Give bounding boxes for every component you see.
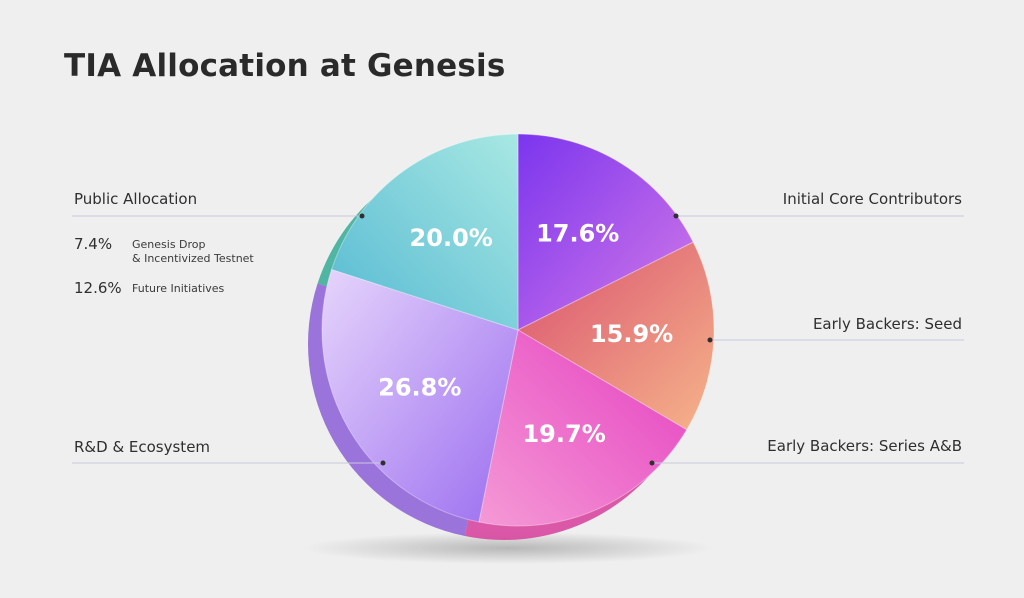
- breakdown-line: Genesis Drop: [132, 238, 206, 251]
- breakdown-value: 7.4%: [74, 235, 113, 253]
- breakdown-line: Future Initiatives: [132, 282, 225, 295]
- legend-early-backers-series-ab: Early Backers: Series A&B: [767, 437, 962, 455]
- slice-label-public-allocation: 20.0%: [410, 224, 493, 252]
- breakdown-value: 12.6%: [74, 279, 122, 297]
- slice-public-allocation: [330, 133, 519, 331]
- breakdown-text: Genesis Drop & Incentivized Testnet: [132, 238, 254, 266]
- leader-line-rd-ecosystem-dot: [380, 460, 386, 466]
- slice-r-d-ecosystem: [321, 268, 519, 523]
- pie-top-layer: [321, 133, 715, 527]
- breakdown-text: Future Initiatives: [132, 282, 224, 296]
- legend-early-backers-seed: Early Backers: Seed: [812, 315, 962, 333]
- legend-rd-ecosystem: R&D & Ecosystem: [74, 438, 211, 456]
- leader-lines: [72, 213, 964, 466]
- chart-title: TIA Allocation at Genesis: [64, 48, 506, 84]
- leader-line-initial-core-contributors-dot: [673, 213, 679, 219]
- leader-line-early-backers-seed-dot: [707, 337, 713, 343]
- slice-early-backers-seed: [516, 241, 715, 431]
- public-breakdown-future-initiatives: 12.6%: [74, 278, 122, 297]
- pie-label-layer: 17.6% 15.9% 19.7% 26.8% 20.0%: [378, 219, 673, 448]
- slice-label-early-backers-seed: 15.9%: [590, 320, 673, 348]
- breakdown-line: & Incentivized Testnet: [132, 252, 254, 265]
- leader-line-public-allocation-dot: [359, 213, 365, 219]
- slice-initial-core-contributors: [517, 133, 694, 331]
- slice-early-backers-series-a-b: [478, 329, 688, 527]
- legend-initial-core-contributors: Initial Core Contributors: [782, 190, 962, 208]
- pie-shadow: [303, 532, 713, 564]
- legend-public-allocation: Public Allocation: [74, 190, 198, 208]
- slice-label-early-backers-series-a-b: 19.7%: [522, 420, 605, 448]
- slice-label-initial-core-contributors: 17.6%: [536, 219, 619, 247]
- public-breakdown-genesis-drop: 7.4%: [74, 234, 112, 253]
- leader-line-early-backers-series-ab-dot: [649, 460, 655, 466]
- slice-label-r-d-ecosystem: 26.8%: [378, 373, 461, 401]
